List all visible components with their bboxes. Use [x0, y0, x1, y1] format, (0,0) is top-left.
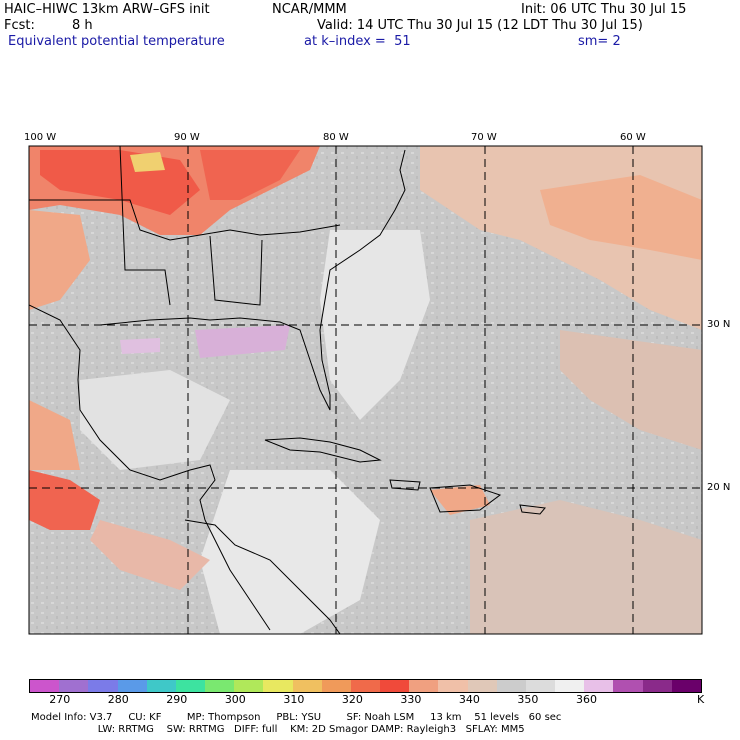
colorbar-swatch — [380, 680, 410, 692]
colorbar-swatch — [613, 680, 643, 692]
colorbar-swatch — [321, 680, 351, 692]
model-info-line1: Model Info: V3.7 CU: KF MP: Thompson PBL… — [31, 712, 562, 723]
forecast-label: Fcst: — [4, 18, 35, 33]
colorbar-tick-label: 340 — [458, 693, 480, 706]
colorbar-tick-label: 330 — [400, 693, 422, 706]
colorbar-tick-label: 300 — [224, 693, 246, 706]
init-time: Init: 06 UTC Thu 30 Jul 15 — [521, 2, 687, 17]
valid-time: Valid: 14 UTC Thu 30 Jul 15 (12 LDT Thu … — [317, 18, 643, 33]
colorbar-swatch — [671, 680, 701, 692]
colorbar-tick-label: 350 — [517, 693, 539, 706]
lat-label-30n: 30 N — [707, 319, 731, 330]
colorbar-swatch — [584, 680, 614, 692]
colorbar-tick-label: 290 — [166, 693, 188, 706]
colorbar-swatch — [30, 680, 60, 692]
colorbar-tick-label: 360 — [575, 693, 597, 706]
lon-label-90w: 90 W — [174, 132, 200, 143]
lon-label-100w: 100 W — [24, 132, 57, 143]
colorbar-swatch — [59, 680, 89, 692]
field-name: Equivalent potential temperature — [8, 34, 225, 49]
colorbar-tick-label: 280 — [107, 693, 129, 706]
colorbar-swatch — [292, 680, 322, 692]
colorbar-swatch — [555, 680, 585, 692]
colorbar-swatch — [438, 680, 468, 692]
lat-lon-grid — [29, 146, 702, 634]
colorbar-swatch — [525, 680, 556, 692]
field-shading — [29, 146, 702, 634]
colorbar-swatch — [642, 680, 672, 692]
colorbar-swatch — [234, 680, 264, 692]
lon-label-70w: 70 W — [471, 132, 497, 143]
map-frame — [28, 145, 703, 635]
colorbar-tick-label: 310 — [283, 693, 305, 706]
colorbar-swatch — [496, 680, 526, 692]
colorbar-swatch — [205, 680, 235, 692]
colorbar-swatch — [175, 680, 206, 692]
model-info-line2: LW: RRTMG SW: RRTMG DIFF: full KM: 2D Sm… — [31, 724, 525, 735]
colorbar-swatch — [409, 680, 439, 692]
colorbar — [29, 679, 702, 693]
lon-label-60w: 60 W — [620, 132, 646, 143]
colorbar-swatch — [350, 680, 381, 692]
colorbar-tick-label: 270 — [49, 693, 71, 706]
colorbar-swatch — [467, 680, 497, 692]
level-info: at k–index = 51 — [304, 34, 411, 49]
smoothing-info: sm= 2 — [578, 34, 621, 49]
model-title: HAIC–HIWC 13km ARW–GFS init — [4, 2, 210, 17]
organization-label: NCAR/MMM — [272, 2, 347, 17]
lon-label-80w: 80 W — [323, 132, 349, 143]
colorbar-unit: K — [697, 693, 705, 706]
lat-label-20n: 20 N — [707, 482, 731, 493]
forecast-hour: 8 h — [72, 18, 93, 33]
colorbar-swatch — [263, 680, 293, 692]
coastlines — [29, 146, 546, 634]
colorbar-tick-label: 320 — [341, 693, 363, 706]
colorbar-swatch — [146, 680, 176, 692]
colorbar-swatch — [88, 680, 118, 692]
colorbar-swatch — [117, 680, 147, 692]
